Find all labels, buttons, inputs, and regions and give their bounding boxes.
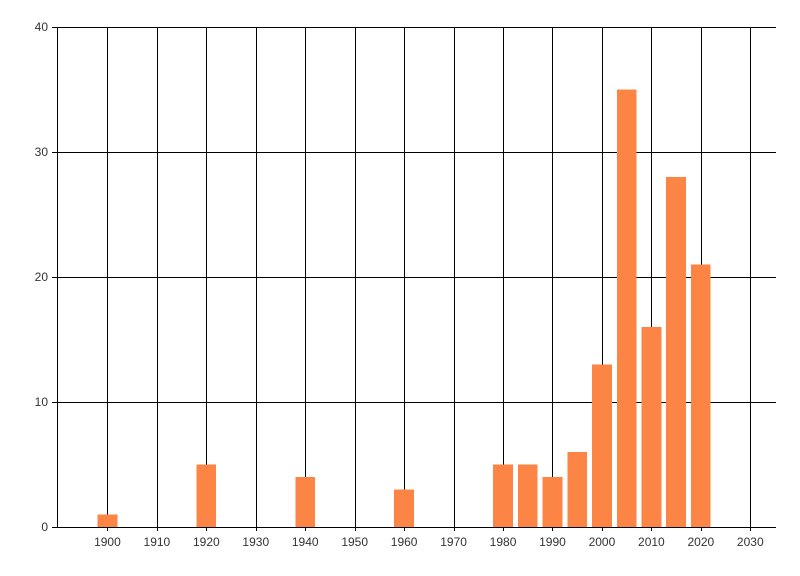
- bar: [196, 464, 217, 527]
- x-tick-label: 1980: [490, 535, 517, 549]
- bar: [690, 264, 711, 527]
- y-tick-label: 0: [41, 520, 48, 534]
- x-tick-label: 1930: [242, 535, 269, 549]
- bar: [641, 327, 662, 527]
- y-tick-label: 30: [35, 145, 49, 159]
- bar: [517, 464, 538, 527]
- x-tick-label: 1900: [94, 535, 121, 549]
- y-tick-label: 40: [35, 20, 49, 34]
- x-tick-label: 1920: [193, 535, 220, 549]
- bar: [616, 89, 637, 527]
- x-tick-label: 1990: [539, 535, 566, 549]
- bar: [295, 477, 316, 527]
- bar: [394, 489, 414, 527]
- bar: [542, 477, 563, 527]
- x-tick-label: 2000: [589, 535, 616, 549]
- x-tick-label: 1910: [144, 535, 171, 549]
- bar: [493, 464, 513, 527]
- bar: [97, 514, 118, 527]
- x-tick-label: 2030: [737, 535, 764, 549]
- bar: [567, 452, 588, 527]
- bar: [592, 364, 612, 527]
- y-tick-label: 10: [35, 395, 49, 409]
- x-tick-label: 2020: [687, 535, 714, 549]
- x-tick-label: 1950: [341, 535, 368, 549]
- x-tick-label: 2010: [638, 535, 665, 549]
- x-tick-label: 1940: [292, 535, 319, 549]
- bar: [666, 177, 686, 527]
- x-tick-label: 1960: [391, 535, 418, 549]
- y-tick-label: 20: [35, 270, 49, 284]
- x-tick-label: 1970: [440, 535, 467, 549]
